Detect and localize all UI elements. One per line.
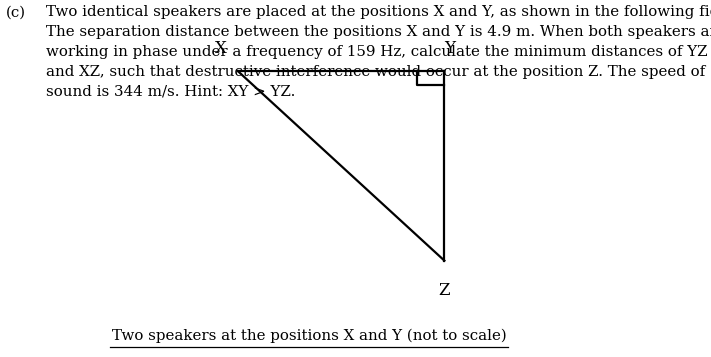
Text: X: X <box>215 40 226 57</box>
Text: Two speakers at the positions X and Y (not to scale): Two speakers at the positions X and Y (n… <box>112 328 507 343</box>
Text: (c): (c) <box>6 5 26 19</box>
Text: Y: Y <box>444 40 455 57</box>
Text: Z: Z <box>439 282 450 299</box>
Text: Two identical speakers are placed at the positions X and Y, as shown in the foll: Two identical speakers are placed at the… <box>46 5 711 98</box>
